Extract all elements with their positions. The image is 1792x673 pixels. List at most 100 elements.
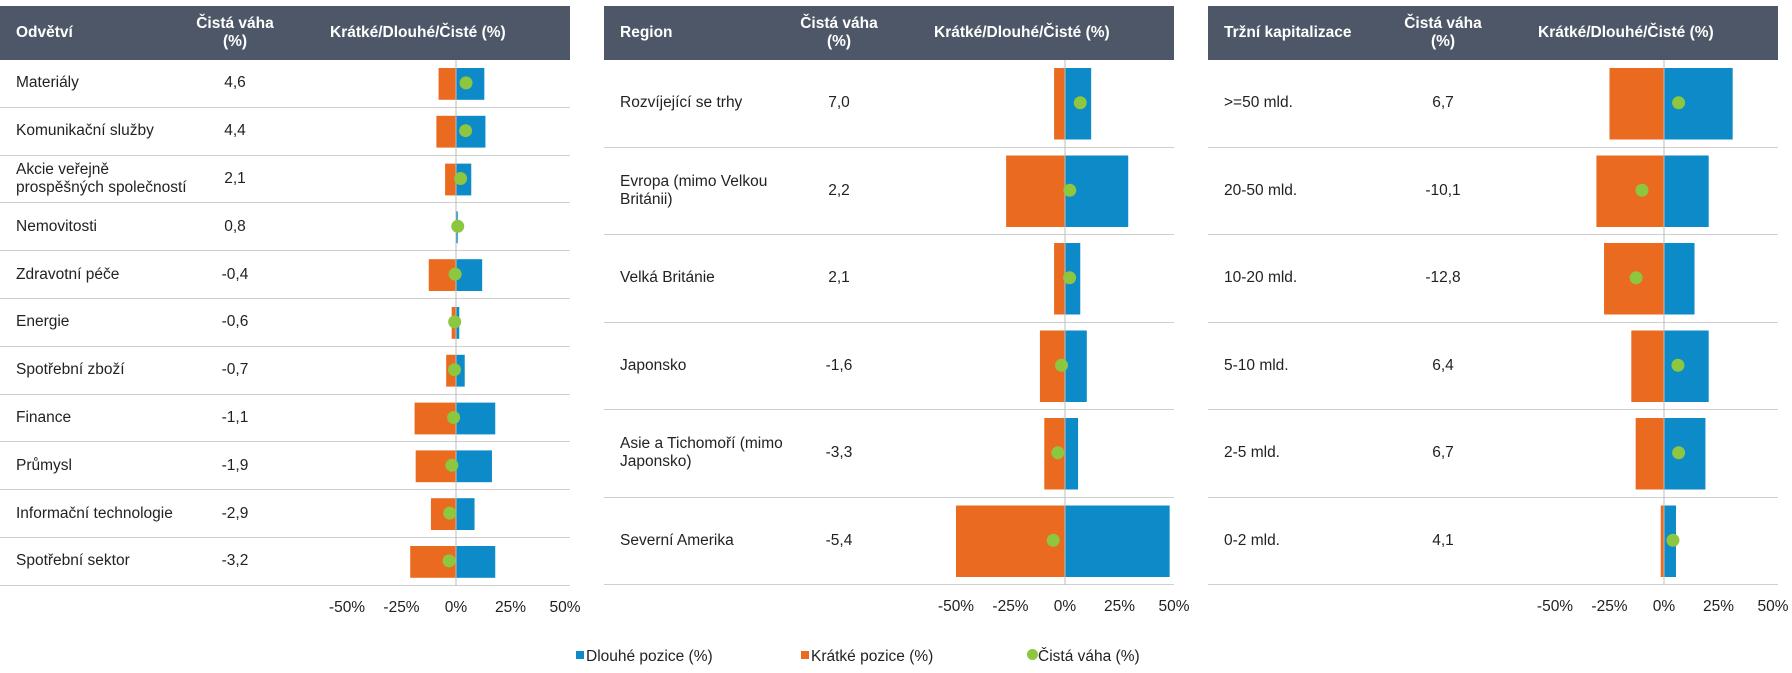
table-row: Informační technologie -2,9 xyxy=(0,490,570,538)
bar-chart: -50% -25% 0% 25% 50% xyxy=(1537,60,1789,615)
net-weight-dot xyxy=(459,124,473,138)
legend-short-label: Krátké pozice (%) xyxy=(811,648,934,665)
table-row: Zdravotní péče -0,4 xyxy=(0,251,570,299)
short-bar xyxy=(1635,418,1664,490)
table-row: Rozvíjející se trhy 7,0 xyxy=(604,60,1174,148)
table-row: Spotřební sektor -3,2 xyxy=(0,538,570,586)
table-row: Asie a Tichomoří (mimo Japonsko) -3,3 xyxy=(604,410,1174,498)
table-row: 2-5 mld. 6,7 xyxy=(1208,410,1778,498)
net-weight-dot xyxy=(1046,533,1060,547)
row-net-weight: -1,9 xyxy=(221,456,249,474)
legend-long-swatch xyxy=(576,650,584,659)
row-net-weight: -2,9 xyxy=(221,504,249,522)
row-label: Zdravotní péče xyxy=(16,265,120,283)
legend-net-dot xyxy=(1027,649,1038,661)
row-net-weight: -0,4 xyxy=(221,265,249,283)
short-bar xyxy=(1054,243,1065,315)
x-tick-label: -50% xyxy=(329,599,365,616)
net-weight-dot xyxy=(1629,271,1643,285)
x-tick-label: 0% xyxy=(445,599,468,616)
row-label: 20-50 mld. xyxy=(1224,181,1298,199)
legend-long: Dlouhé pozice (%) xyxy=(576,648,713,666)
row-label: Nemovitosti xyxy=(16,217,97,235)
row-net-weight: 4,4 xyxy=(224,122,246,140)
table-row: 10-20 mld. -12,8 xyxy=(1208,235,1778,323)
short-bar xyxy=(436,115,456,148)
x-tick-label: -25% xyxy=(992,598,1028,615)
row-net-weight: 4,6 xyxy=(224,74,246,92)
table-row: Energie -0,6 xyxy=(0,299,570,347)
net-weight-dot xyxy=(445,458,459,472)
col-net-weight-header: Čistá váha (%) xyxy=(196,15,274,50)
long-bar xyxy=(456,450,492,483)
row-label: Asie a Tichomoří (mimo Japonsko) xyxy=(620,435,783,471)
x-tick-label: -50% xyxy=(1537,598,1573,615)
table-row: Průmysl -1,9 xyxy=(0,442,570,491)
row-label: Severní Amerika xyxy=(620,531,734,549)
net-weight-dot xyxy=(448,315,462,329)
net-weight-dot xyxy=(1666,533,1680,547)
table-row: Japonsko -1,6 xyxy=(604,323,1174,410)
row-label: Průmysl xyxy=(16,456,72,474)
row-net-weight: -0,7 xyxy=(221,361,249,379)
short-bar xyxy=(1006,155,1065,227)
col-sector-header: Odvětví xyxy=(16,24,73,41)
col-chart-header: Krátké/Dlouhé/Čisté (%) xyxy=(1538,24,1714,41)
col-chart-header: Krátké/Dlouhé/Čisté (%) xyxy=(934,24,1110,41)
legend-net: Čistá váha (%) xyxy=(1027,648,1140,666)
x-tick-label: -25% xyxy=(1591,598,1627,615)
net-weight-dot xyxy=(1051,446,1065,460)
legend-long-label: Dlouhé pozice (%) xyxy=(586,648,713,665)
table-row: Spotřební zboží -0,7 xyxy=(0,347,570,395)
x-tick-label: -50% xyxy=(938,598,974,615)
row-label: Materiály xyxy=(16,74,79,92)
x-tick-label: 0% xyxy=(1653,598,1676,615)
net-weight-dot xyxy=(447,363,461,377)
row-net-weight: 4,1 xyxy=(1432,531,1454,549)
short-bar xyxy=(1054,68,1065,140)
bar-chart: -50% -25% 0% 25% 50% xyxy=(938,60,1190,615)
net-weight-dot xyxy=(1063,271,1077,285)
table-row: 20-50 mld. -10,1 xyxy=(1208,148,1778,235)
row-net-weight: -5,4 xyxy=(825,531,853,549)
col-net-weight-header: Čistá váha (%) xyxy=(800,15,878,50)
net-weight-dot xyxy=(454,172,468,185)
row-label: Spotřební sektor xyxy=(16,552,130,570)
row-net-weight: -3,2 xyxy=(221,552,249,570)
legend-short-swatch xyxy=(801,650,809,659)
table-row: Severní Amerika -5,4 xyxy=(604,498,1174,585)
net-weight-dot xyxy=(1671,358,1685,372)
table-row: Nemovitosti 0,8 xyxy=(0,203,570,252)
row-net-weight: 6,7 xyxy=(1432,94,1454,112)
row-net-weight: 6,7 xyxy=(1432,444,1454,462)
row-net-weight: -3,3 xyxy=(825,444,853,462)
row-net-weight: 2,2 xyxy=(828,181,850,199)
row-label: 10-20 mld. xyxy=(1224,269,1298,287)
row-net-weight: 7,0 xyxy=(828,94,850,112)
net-weight-dot xyxy=(1672,446,1686,460)
long-bar xyxy=(1664,330,1709,402)
x-tick-label: 50% xyxy=(549,599,580,616)
row-label: Komunikační služby xyxy=(16,122,154,140)
long-bar xyxy=(1664,155,1709,227)
x-tick-label: 50% xyxy=(1757,598,1788,615)
table-row: Materiály 4,6 xyxy=(0,60,570,108)
row-label: 5-10 mld. xyxy=(1224,356,1289,374)
row-label: Spotřební zboží xyxy=(16,361,125,379)
short-bar xyxy=(1631,330,1664,402)
row-label: Akcie veřejně prospěšných společností xyxy=(16,160,187,196)
table-row: 0-2 mld. 4,1 xyxy=(1208,498,1778,585)
row-net-weight: 0,8 xyxy=(224,217,246,235)
row-label: Evropa (mimo Velkou Británii) xyxy=(620,172,768,208)
row-label: Finance xyxy=(16,408,72,426)
short-bar xyxy=(445,163,456,196)
table-row: >=50 mld. 6,7 xyxy=(1208,60,1778,148)
long-bar xyxy=(1065,418,1079,490)
row-label: 0-2 mld. xyxy=(1224,531,1280,549)
col-chart-header: Krátké/Dlouhé/Čisté (%) xyxy=(330,24,506,41)
x-tick-label: 25% xyxy=(495,599,526,616)
row-net-weight: 6,4 xyxy=(1432,356,1454,374)
x-tick-label: 25% xyxy=(1104,598,1135,615)
short-bar xyxy=(438,68,456,100)
row-net-weight: 2,1 xyxy=(828,269,850,287)
